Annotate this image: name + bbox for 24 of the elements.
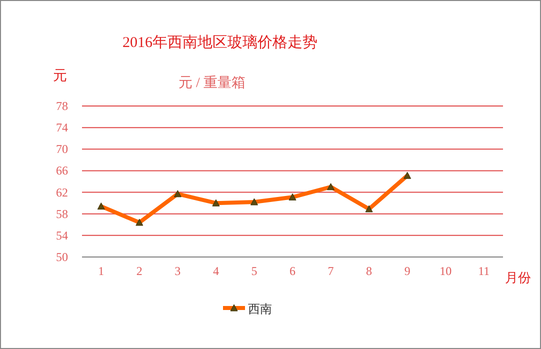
legend-label: 西南 (248, 302, 272, 316)
x-tick-label: 9 (404, 264, 410, 278)
chart-subtitle: 元 / 重量箱 (178, 75, 246, 91)
x-tick-label: 6 (290, 264, 296, 278)
x-tick-label: 5 (251, 264, 258, 278)
x-tick-label: 7 (328, 264, 334, 278)
y-tick-label: 66 (56, 164, 68, 178)
y-tick-label: 70 (56, 142, 68, 156)
x-axis-title: 月份 (505, 270, 531, 285)
x-tick-label: 4 (212, 264, 219, 278)
y-tick-label: 50 (56, 250, 68, 264)
x-tick-label: 11 (478, 264, 490, 278)
chart-title: 2016年西南地区玻璃价格走势 (122, 34, 318, 51)
x-tick-label: 1 (98, 264, 104, 278)
x-tick-label: 3 (174, 264, 181, 278)
y-tick-label: 58 (56, 206, 68, 221)
y-tick-label: 78 (56, 99, 68, 113)
y-axis-title: 元 (53, 69, 67, 84)
y-tick-label: 62 (56, 185, 68, 200)
x-tick-label: 10 (440, 264, 452, 278)
y-tick-label: 74 (56, 120, 68, 135)
x-tick-label: 8 (366, 264, 372, 278)
y-tick-label: 54 (56, 228, 68, 242)
x-tick-label: 2 (136, 264, 142, 278)
